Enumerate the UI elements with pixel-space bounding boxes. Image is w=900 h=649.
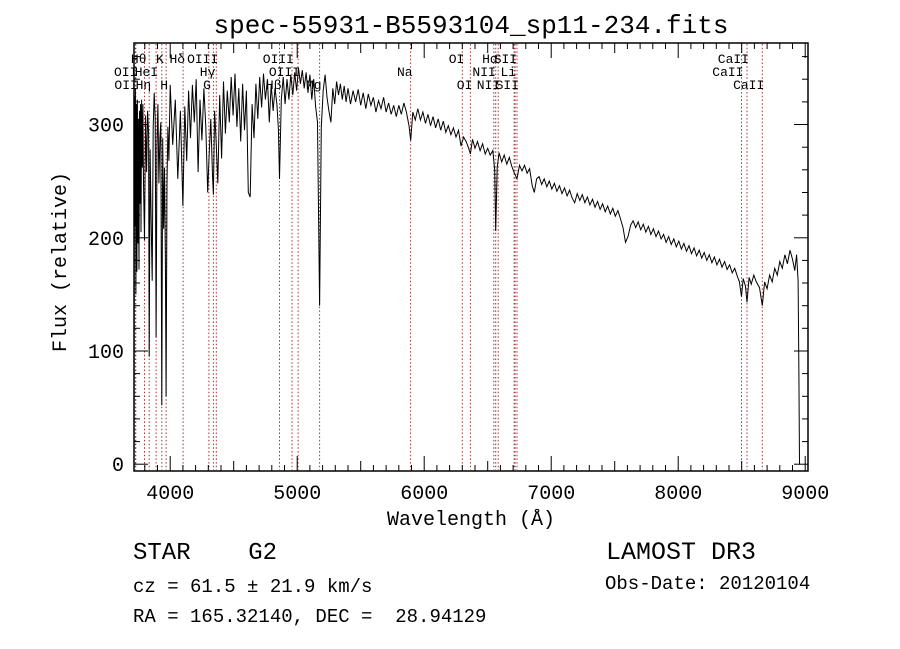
x-tick-label: 8000 <box>654 483 702 506</box>
cz-value: cz = 61.5 ± 21.9 km/s <box>133 576 373 598</box>
spectral-line-label: Li <box>500 65 516 80</box>
x-tick-label: 9000 <box>781 483 829 506</box>
y-tick-label: 200 <box>88 229 124 252</box>
spectral-line-label: OI <box>457 78 473 93</box>
spectral-line-label: NII <box>472 65 495 80</box>
plot-title: spec-55931-B5593104_sp11-234.fits <box>213 11 729 41</box>
spectral-line-label: SII <box>496 78 519 93</box>
x-tick-label: 5000 <box>273 483 321 506</box>
y-tick-label: 0 <box>112 455 124 478</box>
x-axis-label: Wavelength (Å) <box>387 509 555 532</box>
y-tick-label: 100 <box>88 342 124 365</box>
spectral-line-label: SII <box>494 52 517 67</box>
spectral-line-label: OII <box>114 78 137 93</box>
spectral-line-label: Hβ <box>266 78 282 93</box>
x-tick-label: 6000 <box>400 483 448 506</box>
spectral-line-label: OIII <box>263 52 294 67</box>
spectral-line-label: OI <box>449 52 465 67</box>
spectral-line-label: H <box>160 78 168 93</box>
x-tick-label: 4000 <box>146 483 194 506</box>
obs-date: Obs-Date: 20120104 <box>605 573 811 595</box>
spectral-line-label: OIII <box>269 65 300 80</box>
spectral-line-label: HeI <box>135 65 158 80</box>
spectral-line-label: Hγ <box>200 65 216 80</box>
spectral-line-label: CaII <box>712 65 743 80</box>
plot-border <box>133 42 809 472</box>
spectral-line-label: G <box>203 78 211 93</box>
spectral-line-label: CaII <box>718 52 749 67</box>
spectrum-path <box>133 67 800 465</box>
survey-release: LAMOST DR3 <box>606 538 757 567</box>
spectral-line-label: OIII <box>187 52 218 67</box>
spectral-line-label: Hθ <box>131 52 147 67</box>
spectral-line-label: Hδ <box>169 52 185 67</box>
spectral-line-label: Hα <box>482 52 498 67</box>
y-axis-label: Flux (relative) <box>50 172 73 352</box>
y-tick-label: 300 <box>88 116 124 139</box>
object-class-label: STAR G2 <box>133 540 278 567</box>
spectral-line-label: Hη <box>136 78 152 93</box>
spectral-line-label: NII <box>477 78 500 93</box>
x-tick-label: 7000 <box>527 483 575 506</box>
spectral-line-label: Na <box>397 65 413 80</box>
coordinates: RA = 165.32140, DEC = 28.94129 <box>133 606 487 628</box>
spectral-line-label: OII <box>114 65 137 80</box>
spectral-line-label: K <box>156 52 164 67</box>
spectral-line-label: CaII <box>733 78 764 93</box>
